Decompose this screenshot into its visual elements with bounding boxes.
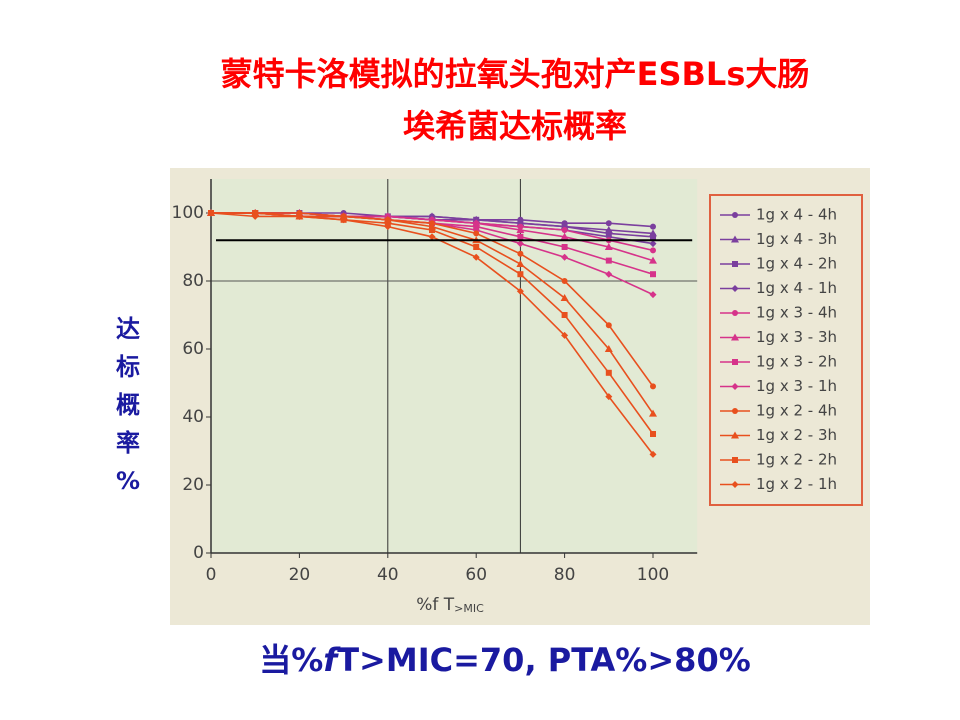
legend-label: 1g x 4 - 2h [756,255,837,273]
legend-marker [731,235,739,243]
point [516,240,524,248]
series [207,209,657,458]
point [561,244,568,250]
legend-label: 1g x 3 - 3h [756,328,837,346]
point [561,278,568,284]
footer-italic: f [323,641,341,679]
x-tick-label: 40 [377,565,399,585]
legend-marker [731,431,739,439]
point [340,216,348,224]
point [605,393,613,401]
point [649,450,657,458]
legend-marker [731,481,739,488]
x-tick-label: 100 [637,565,669,585]
x-tick-label: 60 [465,565,487,585]
legend-marker [731,333,739,341]
point [561,253,569,261]
point [561,331,569,339]
point [605,270,613,278]
point [429,227,435,233]
legend-marker [732,261,738,267]
point [650,431,656,437]
legend-marker [732,408,738,414]
y-tick-label: 20 [182,475,204,495]
legend-marker [731,285,739,292]
legend-label: 1g x 4 - 4h [756,206,837,224]
point [295,212,303,220]
point [649,291,657,299]
legend-marker [732,212,738,218]
legend-label: 1g x 2 - 4h [756,402,837,420]
y-tick-label: 80 [182,271,204,291]
point [605,322,612,329]
point [473,230,480,237]
footer-note: 当%fT>MIC=70, PTA%>80% [259,641,751,679]
y-tick-label: 40 [182,407,204,427]
x-axis-label: %f T>MIC [416,595,484,615]
point [650,233,656,240]
point [207,209,215,217]
point [517,250,524,257]
legend-label: 1g x 3 - 2h [756,353,837,371]
legend-marker [732,359,738,365]
x-tick-label: 0 [206,565,217,585]
point [516,287,524,295]
y-tick-label: 100 [172,203,204,223]
y-axis-label: 标 [116,353,140,381]
y-axis-label: 概 [116,391,140,419]
y-axis-label: 达 [116,315,140,343]
x-label-sub: >MIC [454,602,484,615]
point [605,369,612,376]
point [516,226,525,233]
x-tick-label: 80 [554,565,576,585]
legend-label: 1g x 2 - 3h [756,426,837,444]
point [251,212,259,220]
point [561,227,568,233]
legend-marker [731,383,739,390]
legend-label: 1g x 4 - 1h [756,279,837,297]
x-tick-label: 20 [289,565,311,585]
legend-label: 1g x 3 - 1h [756,377,837,395]
point [605,220,612,227]
point [650,271,656,278]
point [649,409,657,417]
legend-label: 1g x 2 - 2h [756,451,837,469]
legend-marker [732,457,738,463]
y-axis-label: % [116,467,140,495]
point [560,294,569,301]
footer-prefix: 当% [259,641,323,679]
point [517,233,524,240]
point [517,271,524,278]
legend-label: 1g x 2 - 1h [756,475,837,493]
x-label-main: %f T [416,595,455,615]
point [473,244,480,250]
point [604,243,613,250]
point [649,240,657,248]
point [649,256,657,264]
y-axis-label: 率 [116,429,140,457]
title-line: 埃希菌达标概率 [403,107,627,145]
legend-label: 1g x 3 - 4h [756,304,837,322]
point [650,383,656,390]
legend-box [709,194,863,506]
point [472,253,480,261]
y-tick-label: 0 [193,543,204,563]
footer-rest: T>MIC=70, PTA%>80% [337,641,751,679]
point [384,223,392,231]
point [604,345,613,352]
legend-label: 1g x 4 - 3h [756,230,837,248]
point [428,233,436,241]
point [650,247,656,254]
point [561,312,568,318]
point [650,223,656,230]
legend-marker [732,310,738,316]
y-tick-label: 60 [182,339,204,359]
title-line: 蒙特卡洛模拟的拉氧头孢对产ESBLs大肠 [221,55,810,93]
point [560,232,569,240]
point [605,257,612,264]
point [516,260,525,267]
